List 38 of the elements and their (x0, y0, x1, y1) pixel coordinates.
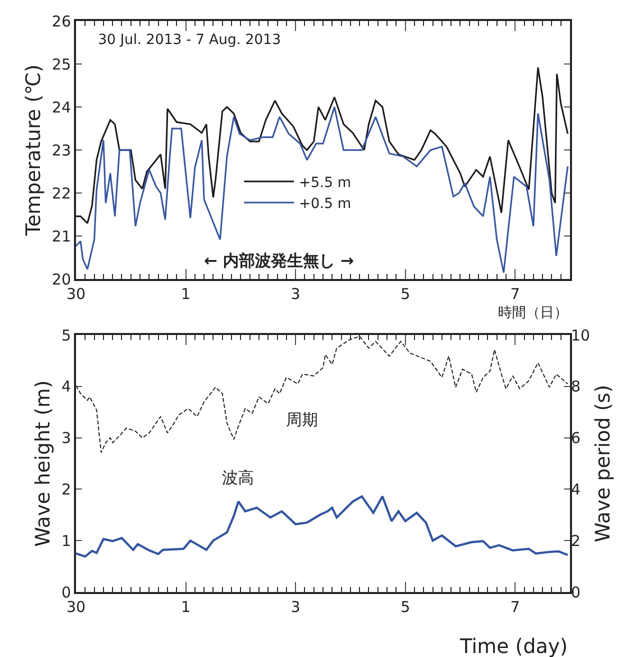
line-series (76, 106, 569, 274)
y-tick-label: 2 (61, 480, 71, 498)
y-axis-title: Wave height (m) (30, 380, 54, 547)
y-tick-label: 1 (61, 532, 71, 550)
x-tick-label: 1 (181, 598, 191, 616)
y-tick-label: 23 (52, 141, 71, 160)
y-tick-label: 24 (52, 98, 71, 116)
x-tick-label: 3 (290, 285, 300, 304)
legend-label: +0.5 m (299, 196, 352, 212)
x-tick-label: 7 (510, 285, 520, 304)
x-tick-label: 5 (400, 598, 410, 616)
annotation: 30 Jul. 2013 - 7 Aug. 2013 (98, 32, 281, 48)
y-tick-label: 26 (52, 12, 71, 30)
y2-tick-label: 4 (571, 480, 581, 498)
y2-tick-label: 10 (571, 326, 590, 344)
y-tick-label: 4 (61, 378, 71, 396)
y-tick-label: 5 (61, 326, 71, 344)
y2-tick-label: 0 (571, 583, 581, 602)
y2-axis-title: Wave period (s) (590, 384, 615, 542)
x-axis-title: 時間（日） (498, 305, 568, 321)
x-tick-label: 7 (510, 598, 520, 616)
y-tick-label: 25 (52, 55, 71, 74)
y2-tick-label: 2 (571, 532, 581, 550)
x-tick-label: 3 (290, 598, 300, 616)
y2-tick-label: 8 (571, 378, 581, 396)
y-tick-label: 22 (52, 184, 71, 202)
x-tick-label: 5 (400, 285, 410, 304)
legend-label: +5.5 m (299, 174, 352, 191)
series-label: 波高 (222, 468, 254, 487)
series-label: 周期 (286, 410, 318, 429)
annotation: ← 内部波発生無し → (204, 251, 354, 270)
x-axis-title: Time (day) (459, 634, 568, 657)
y2-tick-label: 6 (571, 429, 581, 448)
line-series (76, 495, 569, 558)
y-tick-label: 3 (61, 429, 71, 448)
x-tick-label: 1 (181, 285, 191, 304)
y-axis-title: Temperature (℃) (20, 64, 45, 237)
y-tick-label: 21 (52, 227, 71, 246)
